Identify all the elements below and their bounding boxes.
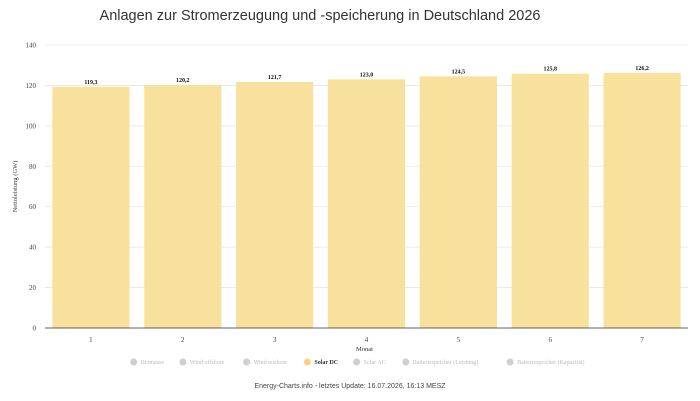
x-axis-ticks: 1 2 3 4 5 6 7 bbox=[89, 336, 644, 344]
legend-label: Solar DC bbox=[314, 360, 338, 366]
y-tick-label: 40 bbox=[29, 244, 37, 252]
y-tick-label: 0 bbox=[33, 325, 37, 333]
x-tick-label: 2 bbox=[181, 336, 185, 344]
legend-marker bbox=[179, 358, 187, 366]
legend-item[interactable]: Biomasse bbox=[130, 358, 165, 367]
x-tick-label: 1 bbox=[89, 336, 93, 344]
bar[interactable] bbox=[144, 85, 222, 328]
bar[interactable] bbox=[236, 81, 314, 328]
footer-update-info: Energy-Charts.info - letztes Update: 16.… bbox=[254, 383, 446, 390]
legend-label: Wind offshore bbox=[190, 359, 225, 366]
y-tick-label: 100 bbox=[26, 122, 37, 130]
legend: Biomasse Wind offshore Wind onshore Solar D… bbox=[130, 358, 585, 367]
x-axis-label: Monat bbox=[356, 346, 373, 353]
data-label: 124,5 bbox=[452, 69, 466, 75]
legend-label: Batteriespeicher (Leistung) bbox=[413, 359, 478, 366]
x-tick-label: 3 bbox=[273, 336, 277, 344]
bar[interactable] bbox=[511, 73, 589, 328]
legend-label: Solar AC bbox=[364, 360, 386, 366]
legend-marker bbox=[243, 358, 251, 366]
y-axis-ticks: 0 20 40 60 80 100 120 140 bbox=[26, 42, 37, 333]
y-tick-label: 80 bbox=[29, 163, 37, 171]
data-labels: 119,3 120,2 121,7 123,0 124,5 125,8 126,2 bbox=[84, 66, 648, 86]
data-label: 123,0 bbox=[360, 72, 374, 78]
y-tick-label: 140 bbox=[26, 42, 37, 50]
data-label: 125,8 bbox=[543, 67, 557, 73]
bars bbox=[52, 72, 681, 329]
y-axis-label: Nettoleistung (GW) bbox=[12, 161, 19, 213]
legend-item[interactable]: Solar DC bbox=[303, 358, 338, 367]
legend-marker bbox=[353, 358, 361, 366]
data-label: 126,2 bbox=[635, 66, 649, 72]
legend-marker bbox=[506, 358, 514, 366]
x-tick-label: 6 bbox=[548, 336, 552, 344]
bar[interactable] bbox=[52, 86, 130, 329]
legend-item[interactable]: Batteriespeicher (Kapazität) bbox=[506, 358, 585, 367]
legend-label: Batteriespeicher (Kapazität) bbox=[517, 359, 584, 366]
legend-label: Biomasse bbox=[141, 360, 165, 366]
legend-item[interactable]: Wind onshore bbox=[243, 358, 288, 367]
x-tick-label: 5 bbox=[457, 336, 461, 344]
y-tick-label: 20 bbox=[29, 284, 37, 292]
bar[interactable] bbox=[327, 79, 406, 328]
x-tick-label: 7 bbox=[640, 336, 644, 344]
y-tick-label: 120 bbox=[26, 82, 37, 90]
legend-item[interactable]: Solar AC bbox=[353, 358, 386, 367]
bar[interactable] bbox=[419, 76, 497, 328]
bar[interactable] bbox=[603, 72, 681, 328]
legend-item[interactable]: Batteriespeicher (Leistung) bbox=[402, 358, 478, 367]
legend-label: Wind onshore bbox=[254, 360, 288, 366]
legend-marker bbox=[402, 358, 410, 366]
data-label: 121,7 bbox=[268, 75, 282, 81]
data-label: 120,2 bbox=[176, 78, 190, 84]
chart-title: Anlagen zur Stromerzeugung und -speicher… bbox=[99, 8, 541, 24]
data-label: 119,3 bbox=[84, 80, 97, 86]
legend-marker bbox=[303, 358, 311, 366]
legend-marker bbox=[130, 358, 138, 366]
legend-item[interactable]: Wind offshore bbox=[179, 358, 225, 367]
x-tick-label: 4 bbox=[365, 336, 369, 344]
y-tick-label: 60 bbox=[29, 203, 37, 211]
